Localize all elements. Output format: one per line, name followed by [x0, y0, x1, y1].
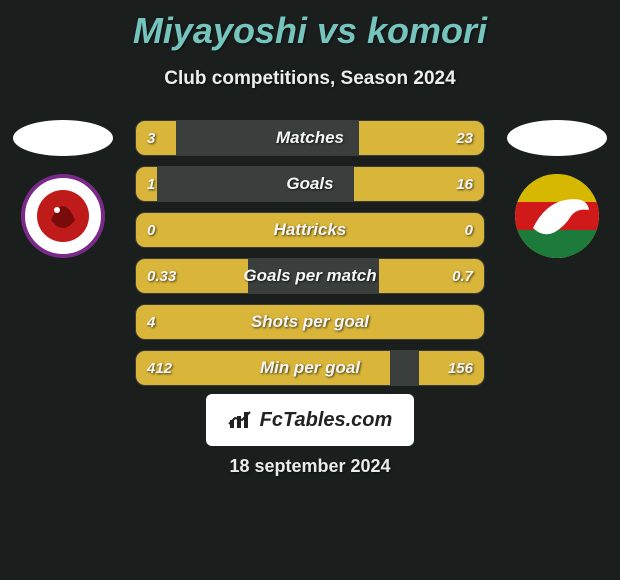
- stat-row: Matches323: [135, 120, 485, 156]
- page-title: Miyayoshi vs komori: [0, 0, 620, 52]
- right-player-column: [502, 120, 612, 258]
- brand-text: FcTables.com: [260, 409, 393, 432]
- left-player-column: [8, 120, 118, 258]
- shield-icon: [33, 186, 93, 246]
- stat-bar-track: [135, 258, 485, 294]
- right-player-avatar-placeholder: [507, 120, 607, 156]
- brand-chart-icon: [228, 410, 254, 430]
- stat-row: Shots per goal4: [135, 304, 485, 340]
- stat-row: Min per goal412156: [135, 350, 485, 386]
- stat-row: Goals116: [135, 166, 485, 202]
- stat-bar-track: [135, 350, 485, 386]
- stat-row: Goals per match0.330.7: [135, 258, 485, 294]
- stat-bar-track: [135, 212, 485, 248]
- stat-bar-track: [135, 120, 485, 156]
- stats-comparison-chart: Matches323 Goals116 Hattricks00 Goals per m…: [135, 120, 485, 396]
- left-player-avatar-placeholder: [13, 120, 113, 156]
- date-text: 18 september 2024: [0, 456, 620, 477]
- left-team-badge: [21, 174, 105, 258]
- right-team-badge: [515, 174, 599, 258]
- bird-icon: [515, 174, 599, 258]
- stat-bar-track: [135, 304, 485, 340]
- brand-logo: FcTables.com: [206, 394, 414, 446]
- stat-row: Hattricks00: [135, 212, 485, 248]
- subtitle: Club competitions, Season 2024: [0, 68, 620, 90]
- stat-bar-track: [135, 166, 485, 202]
